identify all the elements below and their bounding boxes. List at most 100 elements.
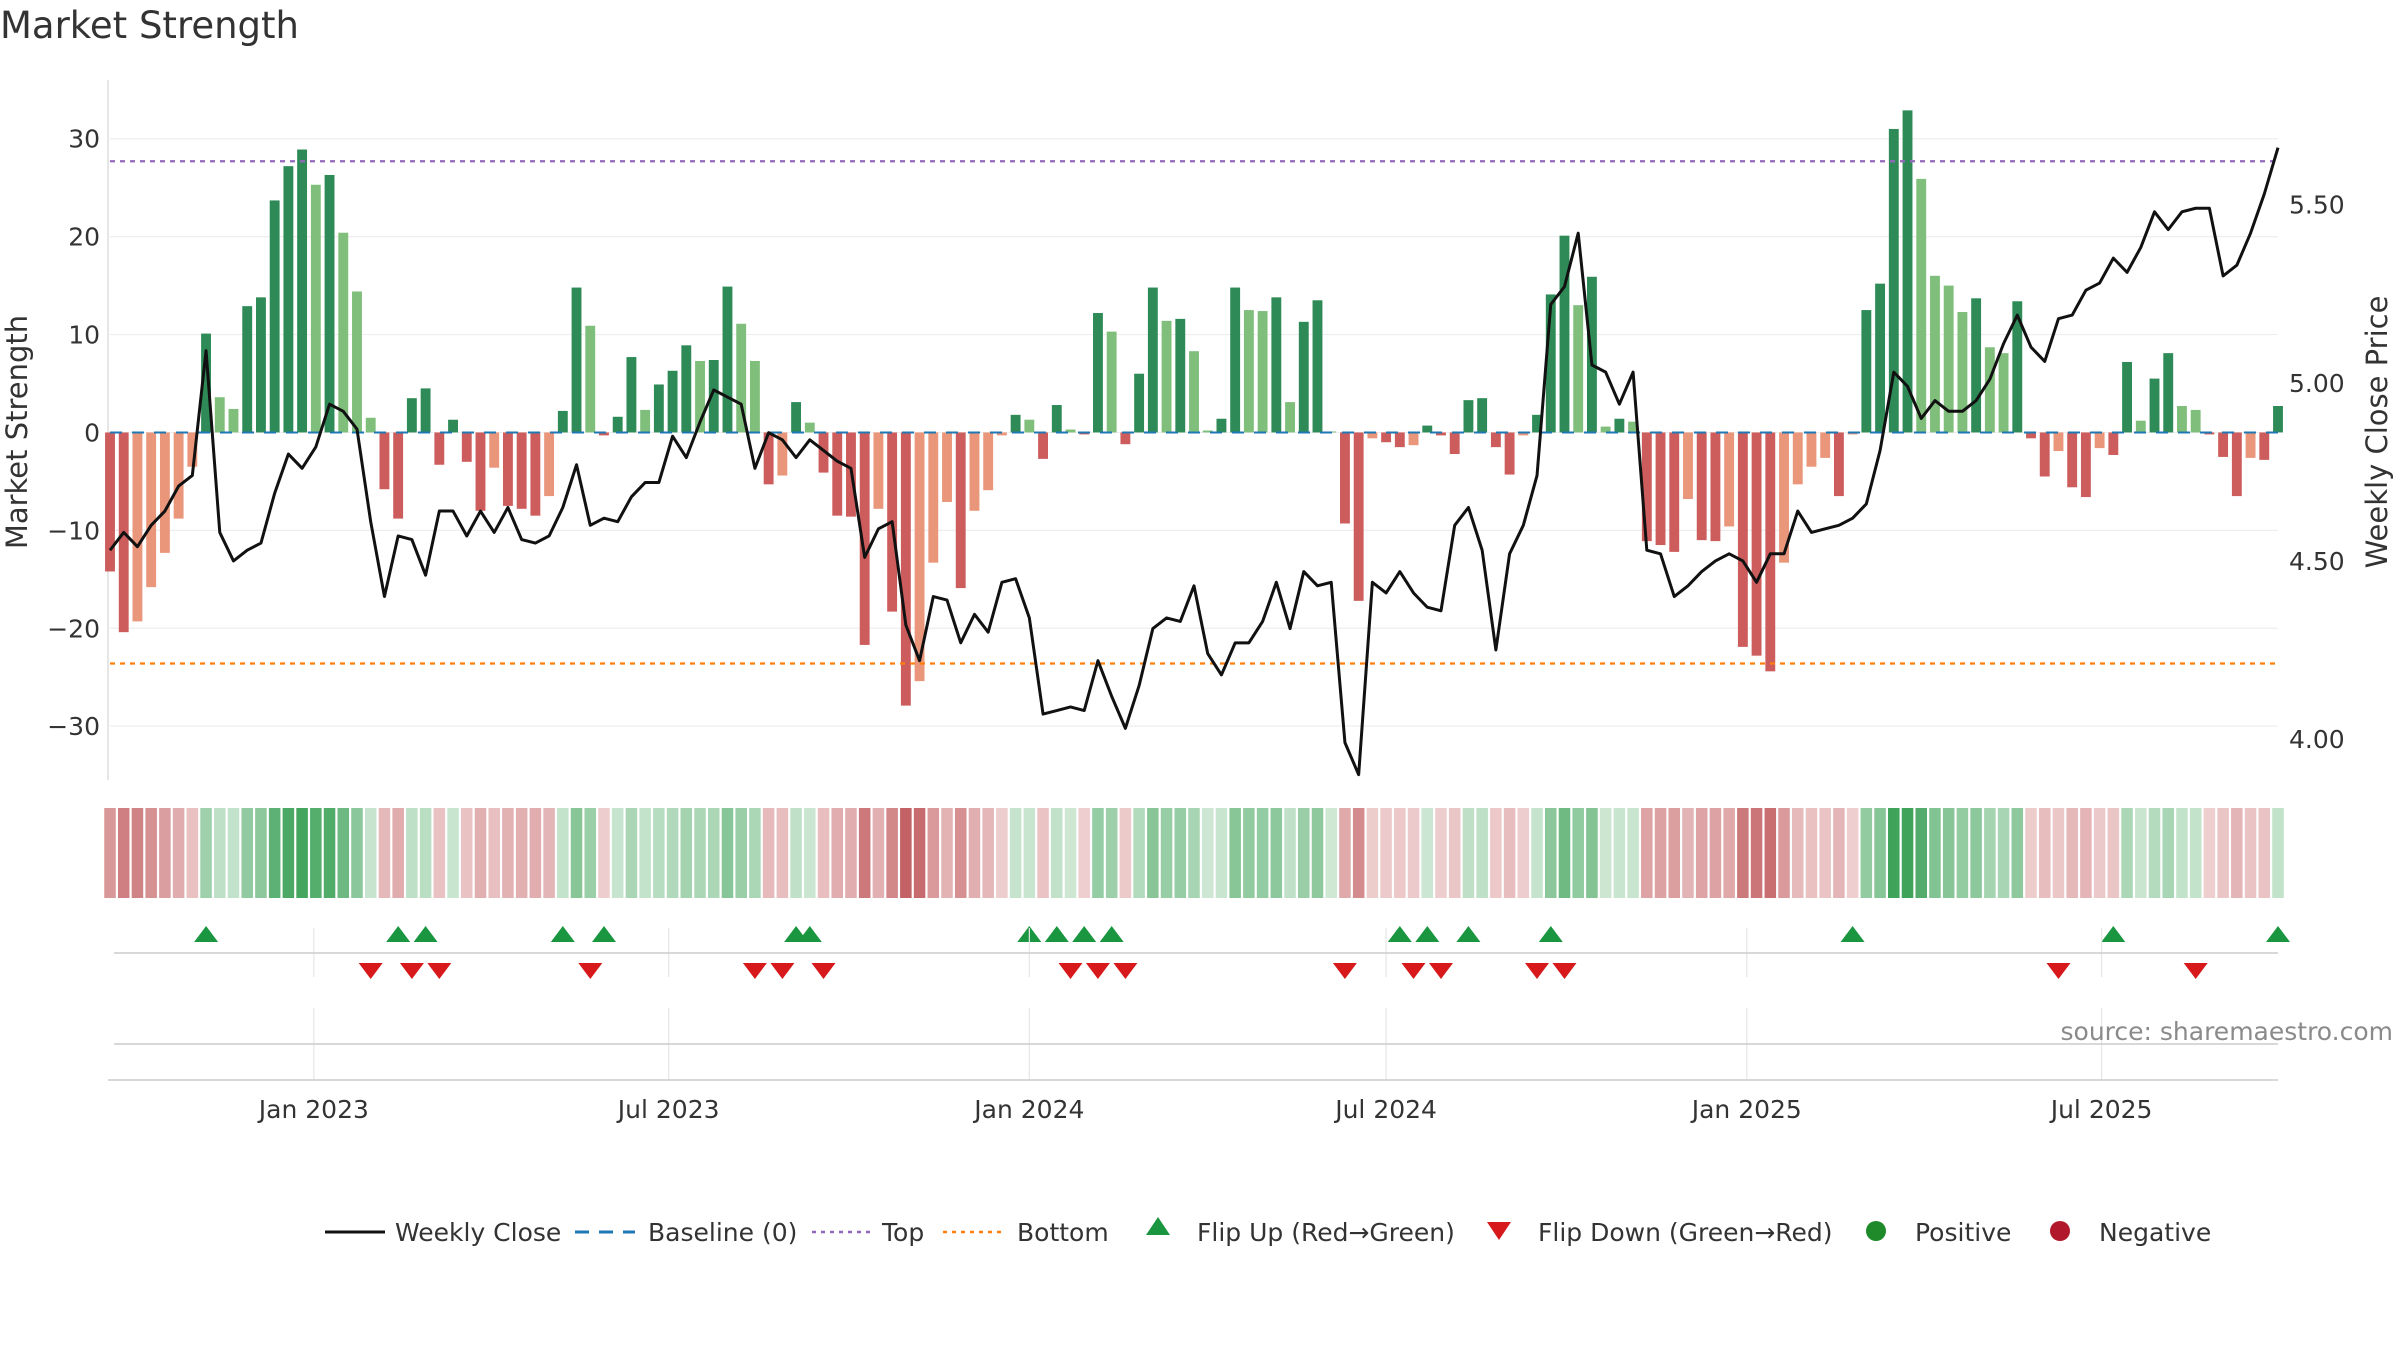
strength-cell [1503, 808, 1516, 898]
strength-cell [639, 808, 651, 898]
x-tick-label: Jan 2025 [1690, 1095, 1802, 1124]
strength-cell [2189, 808, 2202, 898]
legend-flip-up: Flip Up (Red→Green) [1197, 1218, 1455, 1247]
strength-bar [2067, 432, 2078, 488]
strength-bar [612, 416, 623, 433]
flip-down-marker [399, 963, 424, 979]
strength-bar [900, 432, 911, 706]
strength-bar [585, 325, 596, 433]
strength-bar [2053, 432, 2064, 452]
strength-bar [996, 432, 1007, 436]
strength-bar [1559, 235, 1570, 433]
strength-cell [214, 808, 226, 898]
strength-bar [1038, 432, 1048, 459]
strength-cell [2217, 808, 2229, 898]
strength-bar [1257, 311, 1268, 433]
strength-cell [310, 808, 322, 898]
strength-bar [2012, 301, 2023, 433]
strength-bar [983, 432, 994, 491]
strength-cell [954, 808, 967, 898]
strength-cell [1682, 808, 1694, 898]
strength-bars [105, 110, 2283, 706]
strength-cell [927, 808, 940, 898]
strength-bar [1737, 432, 1748, 647]
strength-cell [790, 808, 802, 898]
flip-down-marker [2183, 963, 2208, 979]
strength-cell [131, 808, 144, 898]
strength-cell [1613, 808, 1626, 898]
strength-bar [1600, 426, 1611, 433]
strength-bar [2135, 420, 2146, 433]
y-tick-label: 30 [68, 125, 100, 154]
strength-bar [736, 323, 747, 433]
y-tick-label: −10 [47, 516, 100, 545]
strength-cell [1531, 808, 1543, 898]
strength-bar [599, 432, 609, 436]
strength-cell [653, 808, 665, 898]
strength-cell [1654, 808, 1667, 898]
strength-bar [1518, 432, 1529, 436]
strength-cell [570, 808, 583, 898]
strength-cell [2203, 808, 2216, 898]
strength-cell [2162, 808, 2174, 898]
strength-cell [419, 808, 432, 898]
strength-bar [1161, 320, 1172, 433]
strength-bar [942, 432, 952, 502]
strength-bar [1285, 402, 1295, 433]
y2-tick-label: 5.50 [2289, 191, 2345, 220]
strength-bar [434, 432, 445, 465]
strength-cell [145, 808, 157, 898]
strength-cell [1901, 808, 1914, 898]
strength-bar [1683, 432, 1693, 500]
strength-cell [749, 808, 761, 898]
strength-cell [1243, 808, 1255, 898]
strength-cell [831, 808, 844, 898]
strength-bar [1490, 432, 1501, 448]
strength-cell [447, 808, 459, 898]
strength-bar [530, 432, 541, 516]
strength-cell [762, 808, 775, 898]
strength-cell [598, 808, 610, 898]
strength-heat-strip [104, 808, 2284, 898]
strength-bar [1532, 414, 1542, 433]
strength-bar [269, 200, 280, 433]
strength-cell [2176, 808, 2188, 898]
strength-bar [667, 370, 678, 433]
strength-bar [2080, 432, 2091, 498]
strength-cell [1064, 808, 1077, 898]
strength-bar [1806, 432, 1817, 467]
strength-cell [1723, 808, 1735, 898]
strength-cell [1435, 808, 1447, 898]
strength-cell [1380, 808, 1392, 898]
strength-bar [297, 149, 308, 433]
legend-positive-dot [1866, 1221, 1886, 1241]
strength-bar [461, 432, 472, 462]
strength-cell [323, 808, 336, 898]
strength-cell [159, 808, 171, 898]
strength-bar [818, 432, 829, 473]
strength-cell [364, 808, 377, 898]
strength-cell [1311, 808, 1324, 898]
strength-cell [1133, 808, 1145, 898]
strength-bar [1628, 421, 1639, 433]
strength-cell [1833, 808, 1845, 898]
strength-cell [776, 808, 789, 898]
strength-bar [1422, 425, 1433, 433]
strength-cell [1023, 808, 1036, 898]
strength-cell [2066, 808, 2078, 898]
reference-lines [110, 160, 2278, 665]
strength-cell [1764, 808, 1777, 898]
strength-bar [763, 432, 774, 485]
strength-bar [1573, 305, 1584, 433]
strength-cell [1462, 808, 1475, 898]
strength-bar [1641, 432, 1652, 542]
flip-down-marker [1401, 963, 1426, 979]
strength-cell [735, 808, 747, 898]
strength-cell [1051, 808, 1063, 898]
legend-positive: Positive [1915, 1218, 2011, 1247]
strength-bar [1669, 432, 1680, 552]
y-tick-label: −30 [47, 712, 100, 741]
strength-cell [337, 808, 350, 898]
strength-bar [1353, 432, 1364, 601]
